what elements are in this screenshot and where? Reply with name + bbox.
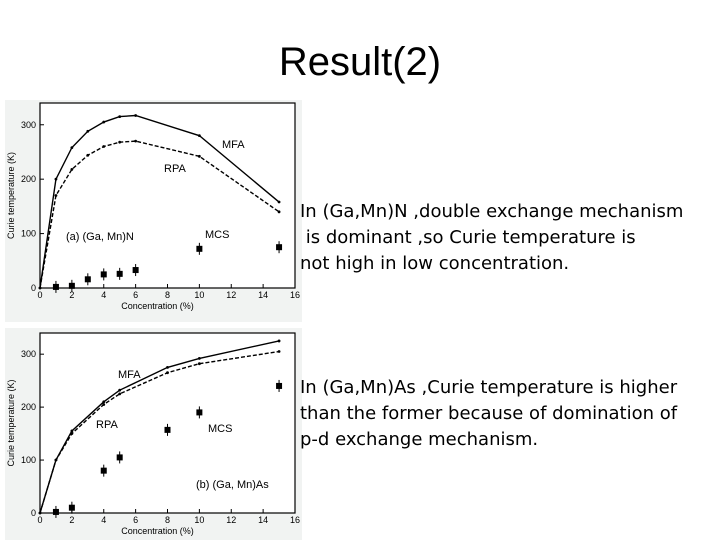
data-point-rpa — [102, 145, 106, 148]
data-point-mfa — [54, 177, 58, 181]
data-point-rpa — [166, 371, 169, 375]
data-point-rpa — [54, 458, 58, 462]
data-point-rpa — [197, 362, 201, 366]
x-tick-label: 12 — [226, 290, 236, 300]
y-tick-label: 200 — [21, 402, 36, 412]
series-annotation-mfa: MFA — [222, 139, 245, 151]
data-point-rpa — [277, 350, 281, 353]
data-point-mfa — [70, 146, 74, 150]
y-tick-label: 0 — [31, 508, 36, 518]
panel-label: (b) (Ga, Mn)As — [196, 479, 269, 491]
data-point-mfa — [118, 115, 122, 119]
explanation-paragraph-2: In (Ga,Mn)As ,Curie temperature is highe… — [300, 377, 678, 450]
data-point-mfa — [277, 200, 281, 204]
data-point-mfa — [197, 134, 201, 138]
data-point-rpa — [197, 154, 201, 158]
series-annotation-mcs: MCS — [208, 423, 232, 435]
x-tick-label: 10 — [194, 290, 204, 300]
x-tick-label: 2 — [69, 515, 74, 525]
data-point-mfa — [70, 429, 74, 433]
explanation-paragraph-1: In (Ga,Mn)N ,double exchange mechanism i… — [300, 201, 684, 274]
y-tick-label: 200 — [21, 174, 36, 184]
panel-label: (a) (Ga, Mn)N — [66, 231, 134, 243]
data-point-rpa — [134, 139, 138, 143]
data-point-mfa — [197, 357, 201, 360]
x-tick-label: 10 — [194, 515, 204, 525]
y-tick-label: 300 — [21, 120, 36, 130]
y-tick-label: 300 — [21, 349, 36, 359]
x-tick-label: 0 — [37, 515, 42, 525]
data-point-rpa — [38, 511, 42, 515]
data-point-mfa — [277, 339, 281, 343]
x-tick-label: 0 — [37, 290, 42, 300]
y-tick-label: 100 — [21, 229, 36, 239]
data-point-rpa — [277, 210, 281, 214]
x-tick-label: 6 — [133, 290, 138, 300]
x-tick-label: 8 — [165, 515, 170, 525]
data-point-rpa — [54, 194, 58, 197]
series-line-rpa — [39, 350, 280, 514]
y-axis-title: Curie temperature (K) — [6, 152, 16, 239]
plot-frame — [39, 332, 296, 514]
data-point-mfa — [102, 400, 106, 404]
x-tick-label: 16 — [290, 290, 300, 300]
x-tick-label: 14 — [258, 290, 268, 300]
data-point-mfa — [134, 114, 138, 117]
data-point-mfa — [166, 366, 169, 369]
x-tick-label: 8 — [165, 290, 170, 300]
data-point-rpa — [86, 153, 90, 157]
x-tick-label: 2 — [69, 290, 74, 300]
data-point-mfa — [102, 120, 106, 124]
x-tick-label: 16 — [290, 515, 300, 525]
y-tick-label: 100 — [21, 455, 36, 465]
x-tick-label: 14 — [258, 515, 268, 525]
x-tick-label: 12 — [226, 515, 236, 525]
chart-panel-2: 0 2 4 6 8 10 12 14 16 0 100 200 300 Concentration (%)… — [5, 328, 302, 540]
plot-frame — [39, 102, 296, 289]
y-axis-title: Curie temperature (K) — [6, 379, 16, 466]
x-axis-title: Concentration (%) — [121, 301, 194, 311]
data-point-rpa — [118, 392, 122, 396]
series-annotation-mcs: MCS — [205, 229, 229, 241]
y-tick-label: 0 — [31, 283, 36, 293]
slide-title: Result(2) — [278, 40, 442, 84]
x-tick-label: 6 — [133, 515, 138, 525]
data-point-rpa — [118, 140, 122, 144]
x-tick-label: 4 — [101, 515, 106, 525]
data-point-mfa — [86, 129, 90, 133]
x-axis-title: Concentration (%) — [121, 526, 194, 536]
chart-panel-1: 0 2 4 6 8 10 12 14 16 0 100 200 300 Concentration (%)… — [5, 100, 302, 322]
series-annotation-rpa: RPA — [96, 419, 118, 431]
data-point-rpa — [70, 432, 74, 435]
data-point-rpa — [70, 167, 74, 171]
series-annotation-mfa: MFA — [118, 369, 141, 381]
data-point-mfa — [118, 388, 122, 392]
data-point-rpa — [38, 286, 42, 290]
data-point-rpa — [102, 403, 106, 406]
x-tick-label: 4 — [101, 290, 106, 300]
series-annotation-rpa: RPA — [164, 163, 186, 175]
